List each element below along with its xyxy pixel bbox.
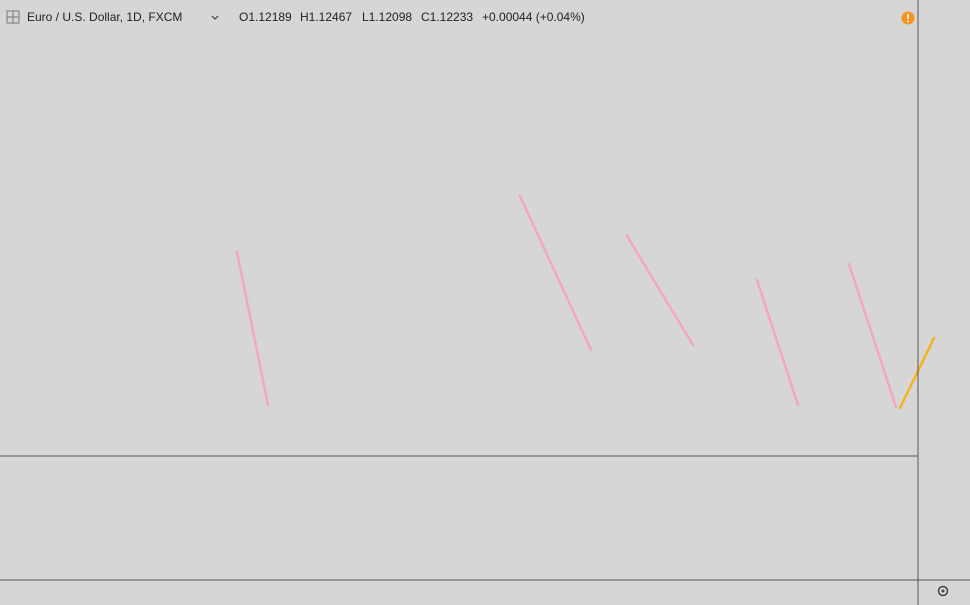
open-label: O1.12189 xyxy=(239,10,292,24)
change-label: +0.00044 (+0.04%) xyxy=(482,10,585,24)
symbol-title[interactable]: Euro / U.S. Dollar, 1D, FXCM xyxy=(27,10,182,24)
high-label: H1.12467 xyxy=(300,10,352,24)
trend-line xyxy=(898,336,936,410)
low-label: L1.12098 xyxy=(362,10,412,24)
trend-line xyxy=(847,262,898,409)
settings-icon[interactable] xyxy=(937,585,949,597)
settings-icon[interactable] xyxy=(937,585,949,597)
warning-icon xyxy=(907,20,909,23)
drawings xyxy=(235,194,936,410)
trend-line xyxy=(235,250,270,407)
dropdown-chevron[interactable] xyxy=(211,15,219,20)
trend-line xyxy=(625,234,695,347)
trend-line xyxy=(755,278,800,407)
trend-line xyxy=(518,194,593,352)
close-label: C1.12233 xyxy=(421,10,473,24)
settings-icon xyxy=(941,589,945,593)
